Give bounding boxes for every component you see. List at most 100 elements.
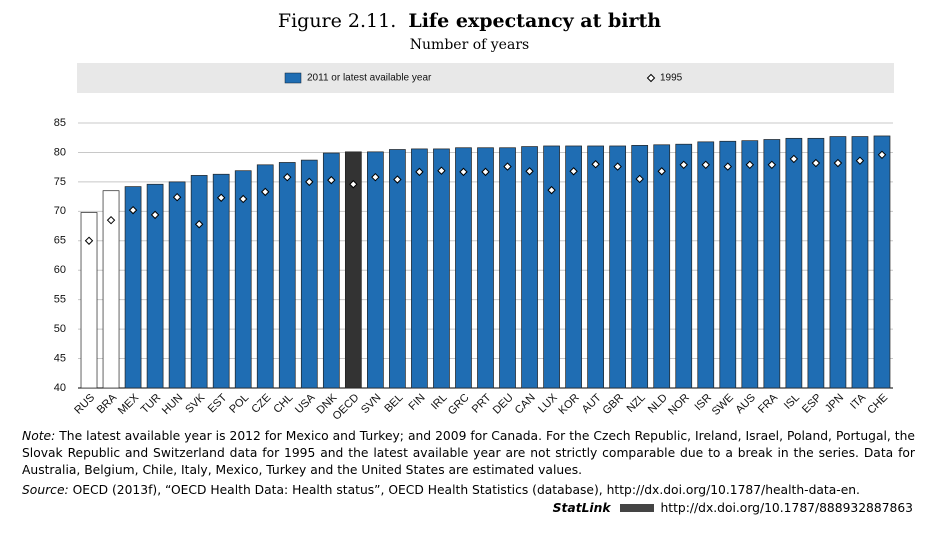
- marker: [172, 192, 182, 202]
- x-tick-label: BEL: [382, 392, 405, 415]
- bar: [256, 164, 274, 389]
- x-tick-label: SWE: [710, 392, 736, 418]
- bar: [124, 186, 142, 389]
- y-tick-label: 60: [54, 264, 66, 276]
- bar: [322, 152, 340, 389]
- bar: [234, 170, 252, 389]
- bar: [477, 147, 494, 389]
- chart-title: Life expectancy at birth: [408, 10, 662, 32]
- statlink-label: StatLink: [552, 501, 611, 515]
- marker: [481, 167, 490, 177]
- marker: [216, 193, 226, 202]
- bar: [851, 136, 869, 389]
- x-tick-label: SVN: [359, 392, 384, 417]
- bar: [829, 136, 847, 389]
- source-label: Source:: [22, 483, 69, 497]
- source-text: OECD (2013f), “OECD Health Data: Health …: [72, 483, 860, 497]
- note-label: Note:: [22, 429, 56, 443]
- bar: [344, 151, 362, 389]
- y-tick-label: 40: [54, 382, 66, 394]
- marker: [261, 187, 270, 197]
- x-tick-label: KOR: [556, 392, 581, 417]
- bar: [433, 148, 450, 389]
- bar: [653, 144, 671, 389]
- x-tick-label: CHE: [865, 392, 890, 417]
- bar: [168, 181, 186, 389]
- marker: [84, 236, 94, 245]
- bar: [609, 145, 627, 389]
- marker: [679, 160, 688, 170]
- bar: [697, 141, 715, 389]
- x-tick-label: AUT: [580, 391, 604, 415]
- bar: [455, 147, 472, 389]
- legend-box: [77, 63, 894, 93]
- bar: [543, 145, 560, 389]
- legend-marker: [646, 73, 656, 83]
- bar: [300, 159, 318, 389]
- x-tick-label: SVK: [183, 391, 208, 416]
- statlink-icon: [620, 504, 655, 512]
- bar: [278, 162, 296, 389]
- marker: [283, 172, 292, 182]
- x-tick-label: TUR: [139, 392, 164, 417]
- bar: [146, 183, 164, 389]
- marker: [701, 160, 710, 170]
- bar: [763, 139, 781, 389]
- x-tick-label: BRA: [95, 391, 120, 416]
- y-tick-label: 70: [54, 205, 66, 217]
- chart: 2011 or latest available year 1995 40 45 50 5…: [54, 63, 894, 423]
- marker: [128, 205, 138, 215]
- x-tick-label: HUN: [160, 392, 185, 417]
- marker: [613, 162, 622, 171]
- x-tick-label: POL: [227, 392, 251, 416]
- marker: [855, 156, 865, 165]
- bar: [521, 146, 538, 389]
- marker: [789, 154, 799, 164]
- marker: [657, 167, 666, 176]
- x-tick-label: PRT: [470, 392, 494, 416]
- y-tick-label: 55: [54, 294, 66, 306]
- x-tick-label: ISL: [782, 392, 802, 412]
- marker: [415, 167, 424, 177]
- source: Source: OECD (2013f), “OECD Health Data:…: [22, 483, 922, 497]
- note: Note: The latest available year is 2012 …: [22, 428, 915, 479]
- marker: [327, 175, 336, 185]
- marker: [106, 215, 116, 225]
- marker: [723, 162, 733, 171]
- marker: [393, 175, 402, 184]
- marker: [150, 210, 160, 220]
- bar: [587, 145, 604, 389]
- bar: [807, 137, 825, 389]
- x-tick-label: GBR: [600, 392, 625, 417]
- bar: [190, 175, 208, 389]
- x-tick-label: CAN: [513, 392, 538, 417]
- bar: [411, 148, 428, 389]
- bar: [785, 137, 803, 389]
- marker: [745, 160, 755, 170]
- chart-subtitle: Number of years: [409, 37, 530, 53]
- figure-number: Figure 2.11.: [277, 10, 397, 32]
- marker: [194, 220, 204, 229]
- y-tick-label: 85: [54, 117, 66, 129]
- bar: [212, 173, 230, 389]
- bar: [80, 212, 98, 389]
- note-text: The latest available year is 2012 for Me…: [22, 429, 915, 477]
- marker: [349, 180, 358, 189]
- legend-label: 1995: [660, 73, 683, 84]
- statlink-url: http://dx.doi.org/10.1787/888932887863: [660, 501, 913, 515]
- x-tick-label: GRC: [446, 392, 472, 418]
- x-tick-label: MEX: [116, 391, 142, 417]
- bar: [499, 147, 516, 389]
- marker: [591, 160, 600, 169]
- marker: [833, 158, 843, 168]
- marker: [305, 177, 314, 187]
- y-tick-label: 65: [54, 235, 66, 247]
- x-tick-label: NZL: [625, 392, 648, 415]
- y-tick-label: 80: [54, 146, 66, 158]
- marker: [811, 158, 821, 168]
- x-tick-label: FIN: [407, 392, 428, 413]
- x-tick-label: JPN: [823, 392, 846, 415]
- x-tick-label: NLD: [646, 392, 670, 416]
- y-tick-label: 50: [54, 323, 66, 335]
